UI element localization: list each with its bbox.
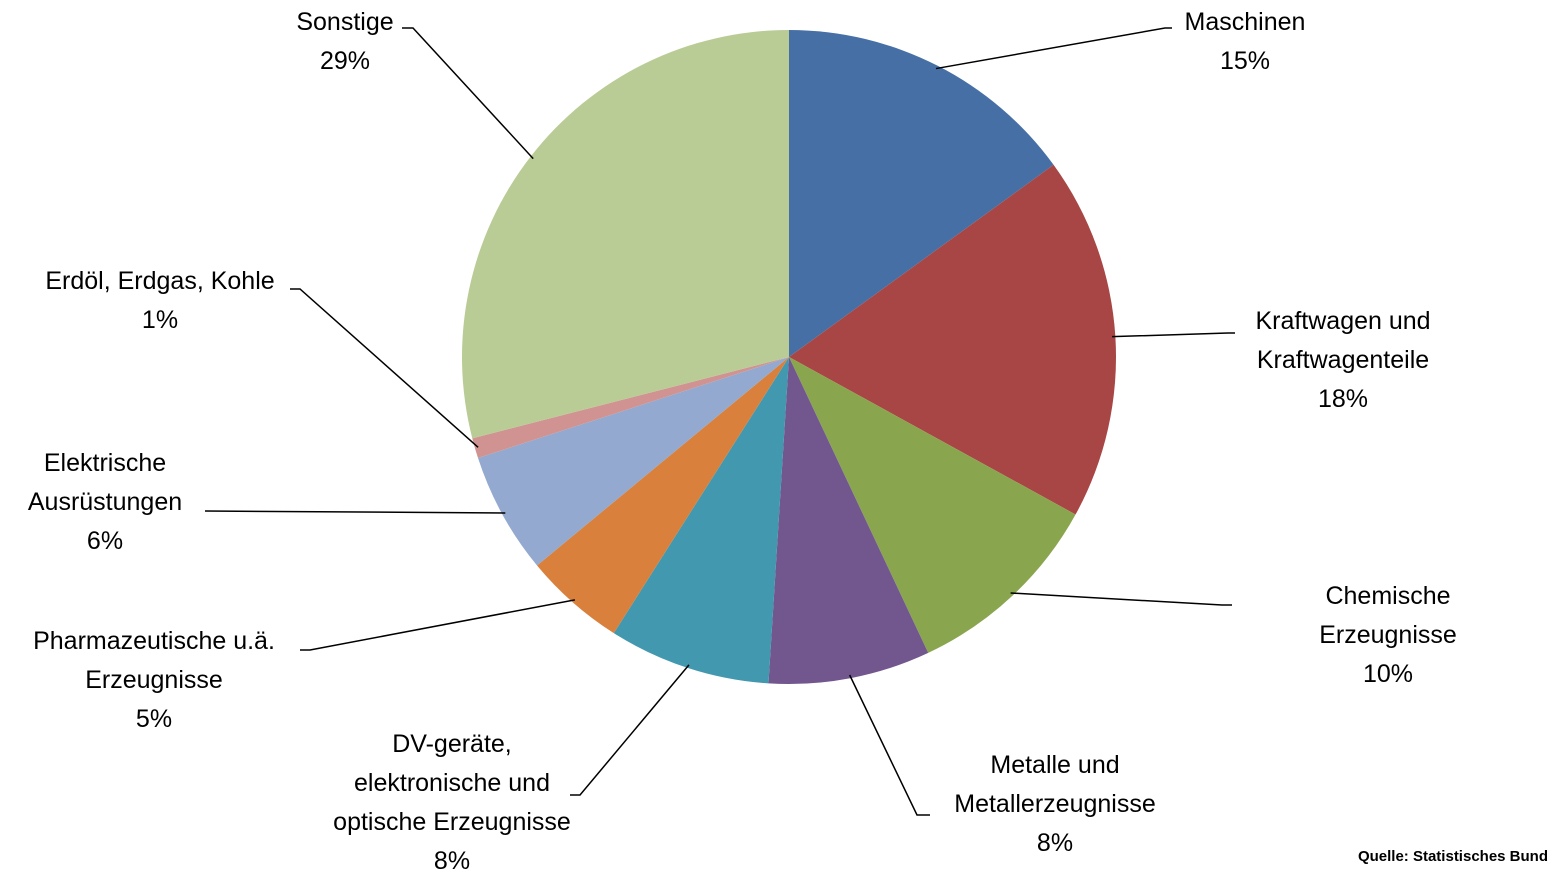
pie-slice	[613, 357, 789, 684]
leader-line	[935, 27, 1172, 70]
pie-slice	[768, 357, 929, 684]
value-label: 18%	[1317, 385, 1369, 413]
source-note: Quelle: Statistisches Bund	[1357, 848, 1548, 865]
leader-line	[300, 599, 576, 651]
leader-line	[290, 288, 479, 448]
value-label: 8%	[1036, 829, 1074, 857]
data-label: Maschinen 15%	[1185, 3, 1306, 81]
pie-slice	[789, 30, 1054, 357]
data-label: Elektrische Ausrüstungen 6%	[28, 444, 182, 561]
category-label: Sonstige	[296, 8, 394, 36]
category-label: Chemische Erzeugnisse	[1319, 582, 1457, 649]
pie-slice	[537, 357, 789, 634]
data-label: Metalle und Metallerzeugnisse 8%	[954, 746, 1156, 863]
leader-line	[1112, 332, 1235, 338]
data-label: DV-geräte, elektronische und optische Er…	[333, 725, 571, 875]
data-label: Erdöl, Erdgas, Kohle 1%	[45, 262, 274, 340]
category-label: Maschinen	[1184, 8, 1306, 36]
leader-line	[1010, 592, 1232, 606]
pie-slice	[789, 357, 1076, 653]
category-label: Erdöl, Erdgas, Kohle	[45, 267, 275, 295]
pie-slice	[472, 357, 789, 459]
value-label: 6%	[86, 527, 124, 555]
leader-line	[570, 664, 690, 796]
pie-slice	[478, 357, 789, 566]
value-label: 29%	[319, 47, 371, 75]
leader-line	[402, 27, 534, 160]
leader-line	[848, 674, 930, 816]
category-label: Elektrische Ausrüstungen	[27, 449, 183, 516]
category-label: DV-geräte, elektronische und optische Er…	[333, 730, 571, 836]
category-label: Kraftwagen und Kraftwagenteile	[1255, 307, 1431, 374]
category-label: Metalle und Metallerzeugnisse	[954, 751, 1156, 818]
data-label: Pharmazeutische u.ä. Erzeugnisse 5%	[33, 622, 275, 739]
pie-slice	[462, 30, 789, 439]
category-label: Pharmazeutische u.ä. Erzeugnisse	[33, 627, 275, 694]
value-label: 8%	[433, 847, 471, 875]
data-label: Sonstige 29%	[296, 3, 393, 81]
leader-line	[204, 510, 506, 514]
data-label: Chemische Erzeugnisse 10%	[1308, 577, 1468, 694]
value-label: 15%	[1219, 47, 1271, 75]
data-label: Kraftwagen und Kraftwagenteile 18%	[1255, 302, 1430, 419]
pie-slice	[789, 164, 1116, 515]
value-label: 1%	[141, 306, 179, 334]
value-label: 5%	[135, 705, 173, 733]
value-label: 10%	[1362, 660, 1414, 688]
